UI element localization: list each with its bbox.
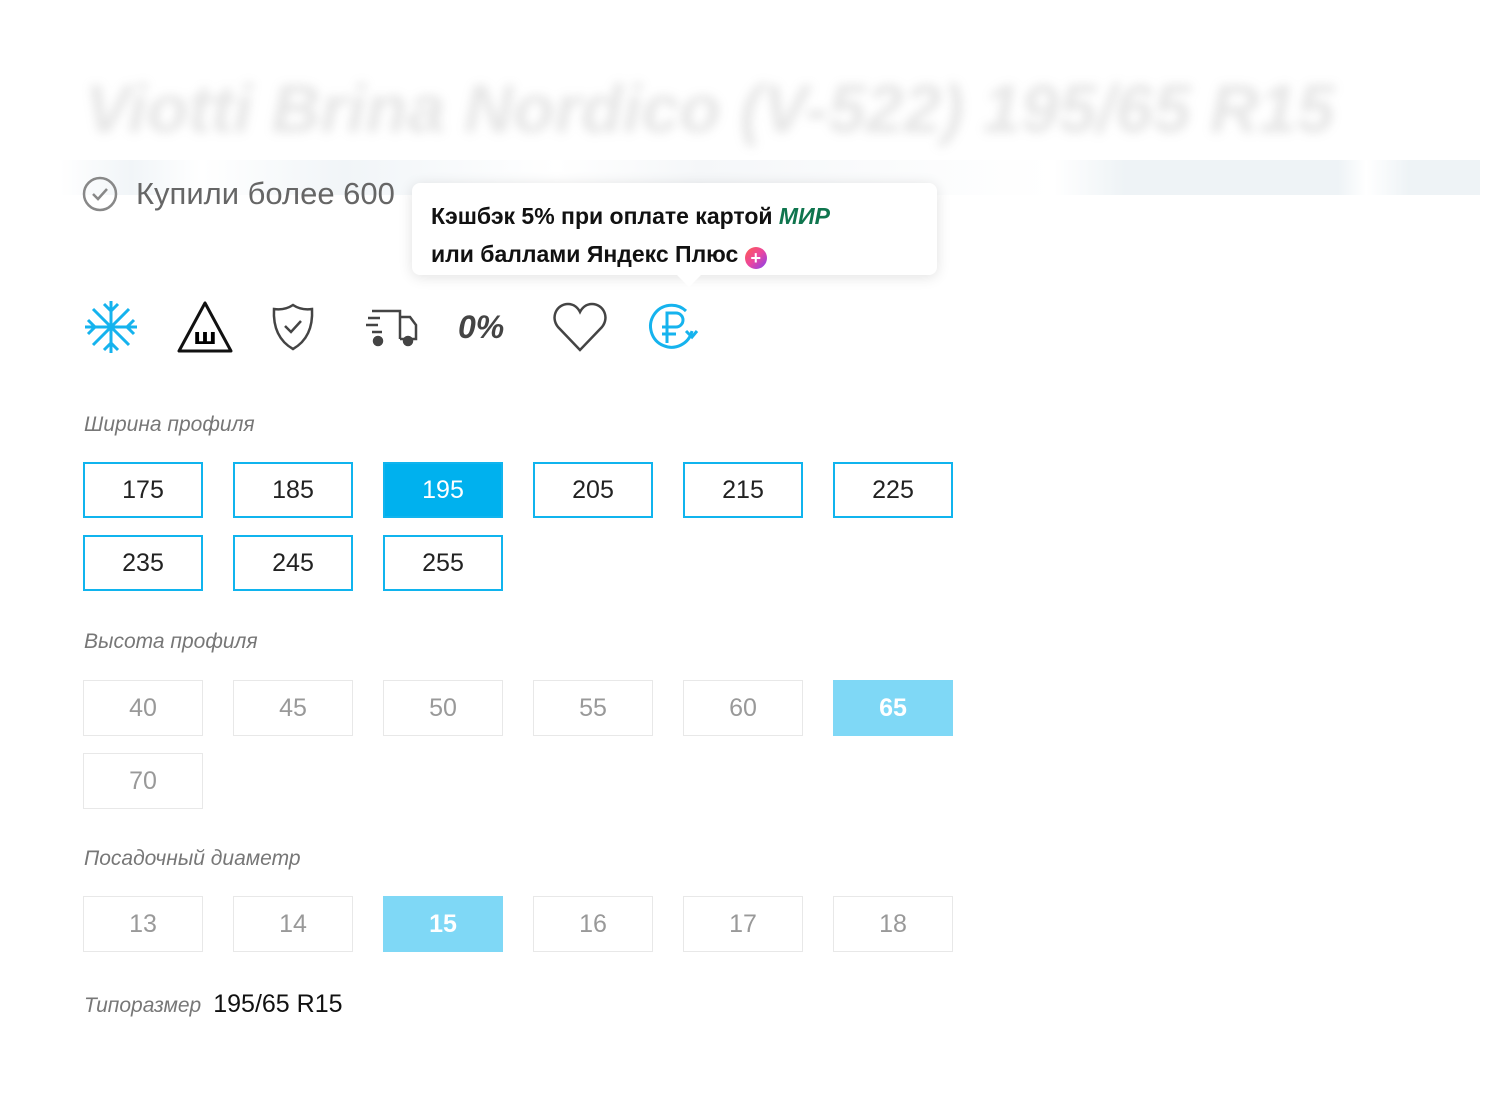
diameter-option-13[interactable]: 13: [83, 896, 203, 952]
tire-size-value: 195/65 R15: [213, 990, 343, 1018]
heart-icon[interactable]: [552, 298, 646, 356]
delivery-truck-icon[interactable]: [364, 298, 458, 356]
studded-tire-warning-icon[interactable]: ш: [176, 298, 270, 356]
diameter-option-14[interactable]: 14: [233, 896, 353, 952]
height-option-40[interactable]: 40: [83, 680, 203, 736]
tire-size: Типоразмер 195/65 R15: [84, 990, 343, 1019]
zero-percent-installment-icon[interactable]: 0%: [458, 308, 505, 345]
width-option-195[interactable]: 195: [383, 462, 503, 518]
width-option-185[interactable]: 185: [233, 462, 353, 518]
purchase-count: Купили более 600: [82, 176, 395, 212]
height-options: 40 45 50 55 60 65 70: [83, 680, 953, 809]
height-label: Высота профиля: [84, 630, 258, 653]
tooltip-line2: или баллами Яндекс Плюс: [431, 241, 739, 267]
height-option-55[interactable]: 55: [533, 680, 653, 736]
purchase-count-text: Купили более 600: [136, 176, 395, 211]
ruble-cashback-icon[interactable]: [646, 298, 740, 356]
diameter-option-17[interactable]: 17: [683, 896, 803, 952]
height-option-60[interactable]: 60: [683, 680, 803, 736]
height-option-70[interactable]: 70: [83, 753, 203, 809]
width-option-215[interactable]: 215: [683, 462, 803, 518]
width-option-205[interactable]: 205: [533, 462, 653, 518]
width-option-255[interactable]: 255: [383, 535, 503, 591]
tire-size-label: Типоразмер: [84, 994, 202, 1017]
cashback-tooltip: Кэшбэк 5% при оплате картой МИР или балл…: [412, 183, 937, 287]
product-title: Viotti Brina Nordico (V-522) 195/65 R15: [85, 71, 1335, 147]
mir-logo: МИР: [778, 203, 830, 229]
diameter-option-16[interactable]: 16: [533, 896, 653, 952]
height-option-50[interactable]: 50: [383, 680, 503, 736]
snowflake-icon[interactable]: [82, 298, 176, 356]
svg-text:ш: ш: [193, 325, 216, 350]
diameter-label: Посадочный диаметр: [84, 847, 301, 870]
diameter-options: 13 14 15 16 17 18: [83, 896, 953, 952]
width-option-235[interactable]: 235: [83, 535, 203, 591]
width-options: 175 185 195 205 215 225 235 245 255: [83, 462, 953, 591]
shield-check-icon[interactable]: [270, 298, 364, 356]
width-option-175[interactable]: 175: [83, 462, 203, 518]
feature-icons: ш 0%: [82, 298, 740, 356]
diameter-option-15[interactable]: 15: [383, 896, 503, 952]
width-label: Ширина профиля: [84, 413, 255, 436]
height-option-45[interactable]: 45: [233, 680, 353, 736]
tooltip-line1: Кэшбэк 5% при оплате картой: [431, 203, 773, 229]
yandex-plus-icon: +: [744, 247, 767, 269]
diameter-option-18[interactable]: 18: [833, 896, 953, 952]
check-circle-icon: [82, 176, 118, 212]
height-option-65[interactable]: 65: [833, 680, 953, 736]
width-option-245[interactable]: 245: [233, 535, 353, 591]
width-option-225[interactable]: 225: [833, 462, 953, 518]
